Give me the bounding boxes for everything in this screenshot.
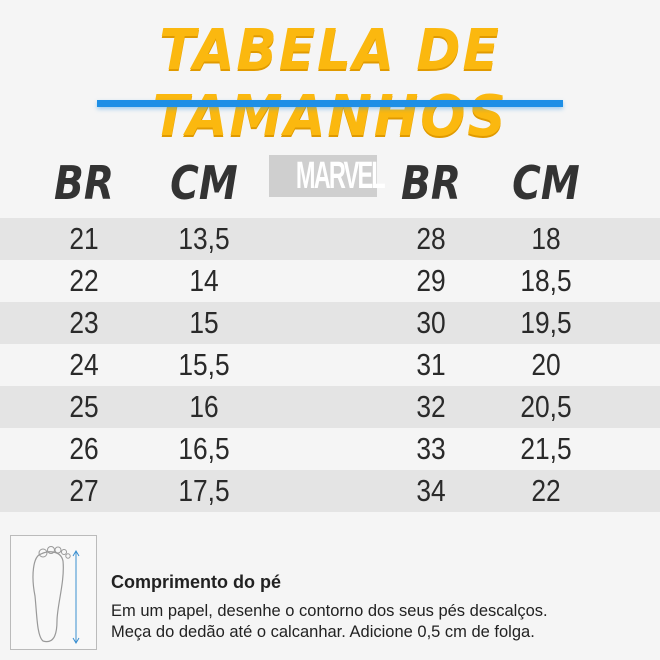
br-size-cell: 32	[416, 389, 446, 424]
cm-length-cell: 22	[531, 473, 561, 508]
cm-length-cell: 18	[531, 221, 561, 256]
cm-length-cell: 15,5	[178, 347, 230, 382]
table-row: 24 15,5 31 20	[0, 344, 660, 386]
br-size-cell: 34	[416, 473, 446, 508]
cm-length-cell: 20,5	[520, 389, 572, 424]
header-br-right: BR	[401, 156, 461, 210]
table-row: 25 16 32 20,5	[0, 386, 660, 428]
br-size-cell: 27	[69, 473, 99, 508]
title-underline	[97, 100, 563, 107]
info-line-2: Meça do dedão até o calcanhar. Adicione …	[111, 623, 535, 641]
cm-length-cell: 15	[189, 305, 219, 340]
br-size-cell: 31	[416, 347, 446, 382]
info-line-1: Em um papel, desenhe o contorno dos seus…	[111, 602, 548, 620]
cm-length-cell: 13,5	[178, 221, 230, 256]
foot-measure-icon	[10, 535, 97, 650]
cm-length-cell: 17,5	[178, 473, 230, 508]
br-size-cell: 30	[416, 305, 446, 340]
marvel-logo: MARVEL	[269, 155, 386, 197]
br-size-cell: 29	[416, 263, 446, 298]
cm-length-cell: 16,5	[178, 431, 230, 466]
table-row: 22 14 29 18,5	[0, 260, 660, 302]
foot-length-info: Comprimento do pé Em um papel, desenhe o…	[0, 520, 660, 660]
cm-length-cell: 19,5	[520, 305, 572, 340]
table-row: 26 16,5 33 21,5	[0, 428, 660, 470]
br-size-cell: 26	[69, 431, 99, 466]
br-size-cell: 28	[416, 221, 446, 256]
br-size-cell: 24	[69, 347, 99, 382]
cm-length-cell: 16	[189, 389, 219, 424]
table-row: 27 17,5 34 22	[0, 470, 660, 512]
page-title: TABELA DE TAMANHOS	[152, 18, 508, 149]
table-row: 23 15 30 19,5	[0, 302, 660, 344]
size-table: 21 13,5 28 18 22 14 29 18,5 23 15 30 19,5 24 15,5 31 20…	[0, 218, 660, 512]
br-size-cell: 33	[416, 431, 446, 466]
br-size-cell: 22	[69, 263, 99, 298]
table-row: 21 13,5 28 18	[0, 218, 660, 260]
header-cm-right: CM	[512, 156, 580, 210]
cm-length-cell: 14	[189, 263, 219, 298]
header-cm-left: CM	[170, 156, 238, 210]
br-size-cell: 23	[69, 305, 99, 340]
info-heading: Comprimento do pé	[111, 572, 281, 592]
header-br-left: BR	[54, 156, 114, 210]
cm-length-cell: 20	[531, 347, 561, 382]
br-size-cell: 21	[69, 221, 99, 256]
cm-length-cell: 18,5	[520, 263, 572, 298]
cm-length-cell: 21,5	[520, 431, 572, 466]
br-size-cell: 25	[69, 389, 99, 424]
